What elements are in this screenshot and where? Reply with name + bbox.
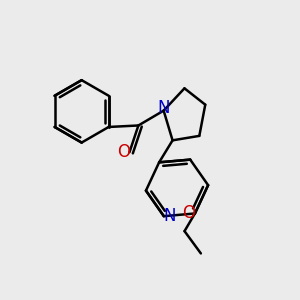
Text: O: O [182, 205, 195, 223]
Text: N: N [163, 207, 175, 225]
Text: O: O [118, 143, 130, 161]
Text: N: N [158, 99, 170, 117]
